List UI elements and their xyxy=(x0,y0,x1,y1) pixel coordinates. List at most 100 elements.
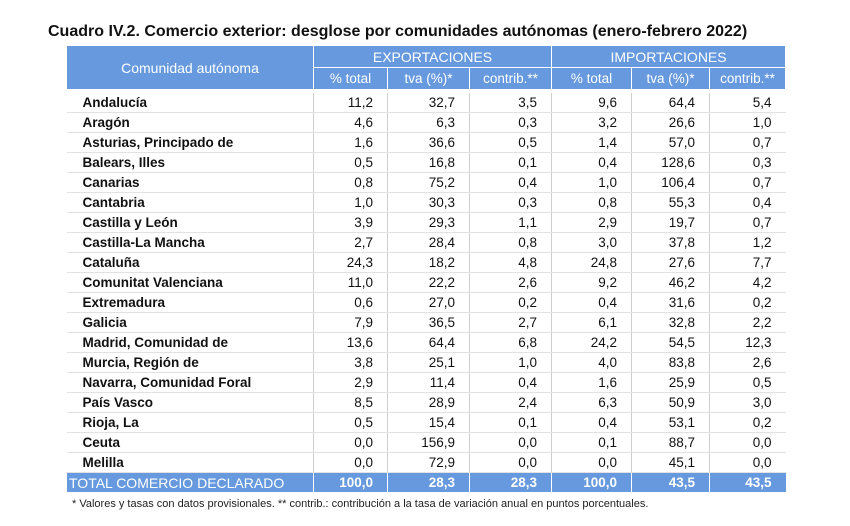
value-cell: 0,4 xyxy=(551,412,632,433)
value-cell: 0,1 xyxy=(468,152,552,173)
value-cell: 64,4 xyxy=(387,332,470,353)
region-name: País Vasco xyxy=(66,392,314,413)
region-name: Madrid, Comunidad de xyxy=(66,332,314,353)
value-cell: 0,5 xyxy=(313,412,388,433)
value-cell: 5,4 xyxy=(709,93,786,113)
column-header: tva (%)* xyxy=(387,67,470,90)
region-name: Melilla xyxy=(66,452,314,473)
region-name: Ceuta xyxy=(66,432,314,453)
value-cell: 0,3 xyxy=(468,112,552,133)
column-header: contrib.** xyxy=(468,67,553,90)
value-cell: 19,7 xyxy=(631,212,710,233)
value-cell: 6,8 xyxy=(468,332,552,353)
region-name: Aragón xyxy=(66,112,314,133)
value-cell: 0,1 xyxy=(551,432,632,453)
value-cell: 4,8 xyxy=(468,252,552,273)
region-name: Cataluña xyxy=(66,252,314,273)
total-label: TOTAL COMERCIO DECLARADO xyxy=(66,472,314,492)
value-cell: 2,9 xyxy=(313,372,388,393)
value-cell: 0,7 xyxy=(709,212,786,233)
value-cell: 88,7 xyxy=(631,432,710,453)
value-cell: 0,4 xyxy=(709,192,786,213)
region-name: Asturias, Principado de xyxy=(66,132,314,153)
value-cell: 2,9 xyxy=(551,212,632,233)
value-cell: 3,8 xyxy=(313,352,388,373)
region-name: Castilla-La Mancha xyxy=(66,232,314,253)
region-name: Extremadura xyxy=(66,292,314,313)
value-cell: 6,3 xyxy=(387,112,470,133)
value-cell: 0,0 xyxy=(313,452,388,473)
column-header: contrib.** xyxy=(709,67,787,90)
value-cell: 36,5 xyxy=(387,312,470,333)
column-header: % total xyxy=(551,67,633,90)
data-row: Rioja, La 0,5 15,4 0,1 0,4 53,1 0,2 xyxy=(66,412,786,433)
value-cell: 0,3 xyxy=(468,192,552,213)
value-cell: 0,0 xyxy=(468,432,552,453)
corner-header: Comunidad autónoma xyxy=(66,45,314,90)
value-cell: 4,0 xyxy=(551,352,632,373)
value-cell: 0,0 xyxy=(468,452,552,473)
region-name: Galicia xyxy=(66,312,314,333)
value-cell: 2,7 xyxy=(468,312,552,333)
value-cell: 26,6 xyxy=(631,112,710,133)
value-cell: 2,6 xyxy=(709,352,786,373)
table-title: Cuadro IV.2. Comercio exterior: desglose… xyxy=(48,23,748,40)
value-cell: 2,2 xyxy=(709,312,786,333)
value-cell: 64,4 xyxy=(631,93,710,113)
value-cell: 1,4 xyxy=(551,132,632,153)
value-cell: 128,6 xyxy=(631,152,710,173)
value-cell: 2,6 xyxy=(468,272,552,293)
value-cell: 1,6 xyxy=(551,372,632,393)
value-cell: 2,4 xyxy=(468,392,552,413)
region-name: Comunitat Valenciana xyxy=(66,272,314,293)
value-cell: 30,3 xyxy=(387,192,470,213)
total-value: 28,3 xyxy=(387,472,470,492)
value-cell: 1,1 xyxy=(468,212,552,233)
data-table: Comunidad autónoma EXPORTACIONES IMPORTACI… xyxy=(66,45,787,492)
value-cell: 1,2 xyxy=(709,232,786,253)
value-cell: 1,0 xyxy=(551,172,632,193)
region-name: Navarra, Comunidad Foral xyxy=(66,372,314,393)
total-value: 100,0 xyxy=(551,472,632,492)
group-header: IMPORTACIONES xyxy=(551,45,787,68)
data-row: Cantabria 1,0 30,3 0,3 0,8 55,3 0,4 xyxy=(66,192,786,213)
total-value: 43,5 xyxy=(631,472,710,492)
value-cell: 27,0 xyxy=(387,292,470,313)
data-row: Asturias, Principado de 1,6 36,6 0,5 1,4 57,0… xyxy=(66,132,786,153)
region-name: Canarias xyxy=(66,172,314,193)
value-cell: 25,9 xyxy=(631,372,710,393)
value-cell: 15,4 xyxy=(387,412,470,433)
footnote: * Valores y tasas con datos provisionale… xyxy=(72,498,649,510)
column-header: tva (%)* xyxy=(631,67,711,90)
value-cell: 0,4 xyxy=(468,172,552,193)
value-cell: 18,2 xyxy=(387,252,470,273)
region-name: Cantabria xyxy=(66,192,314,213)
value-cell: 25,1 xyxy=(387,352,470,373)
value-cell: 0,8 xyxy=(468,232,552,253)
group-header: EXPORTACIONES xyxy=(312,45,553,68)
data-row: Andalucía 11,2 32,7 3,5 9,6 64,4 5,4 xyxy=(66,93,786,113)
value-cell: 11,2 xyxy=(313,93,388,113)
region-name: Rioja, La xyxy=(66,412,314,433)
total-row: TOTAL COMERCIO DECLARADO 100,0 28,3 28,3 100… xyxy=(66,472,786,492)
value-cell: 0,7 xyxy=(709,132,786,153)
value-cell: 11,0 xyxy=(313,272,388,293)
value-cell: 0,0 xyxy=(709,432,786,453)
value-cell: 32,7 xyxy=(387,93,470,113)
column-header: % total xyxy=(313,67,388,90)
data-row: País Vasco 8,5 28,9 2,4 6,3 50,9 3,0 xyxy=(66,392,786,413)
data-row: Murcia, Región de 3,8 25,1 1,0 4,0 83,8 2,6 xyxy=(66,352,786,373)
value-cell: 13,6 xyxy=(313,332,388,353)
value-cell: 50,9 xyxy=(631,392,710,413)
value-cell: 3,2 xyxy=(551,112,632,133)
data-row: Comunitat Valenciana 11,0 22,2 2,6 9,2 46,2 4,… xyxy=(66,272,786,293)
value-cell: 29,3 xyxy=(387,212,470,233)
value-cell: 37,8 xyxy=(631,232,710,253)
value-cell: 2,7 xyxy=(313,232,388,253)
value-cell: 1,0 xyxy=(709,112,786,133)
value-cell: 0,2 xyxy=(709,292,786,313)
value-cell: 0,5 xyxy=(709,372,786,393)
data-row: Melilla 0,0 72,9 0,0 0,0 45,1 0,0 xyxy=(66,452,786,473)
value-cell: 11,4 xyxy=(387,372,470,393)
